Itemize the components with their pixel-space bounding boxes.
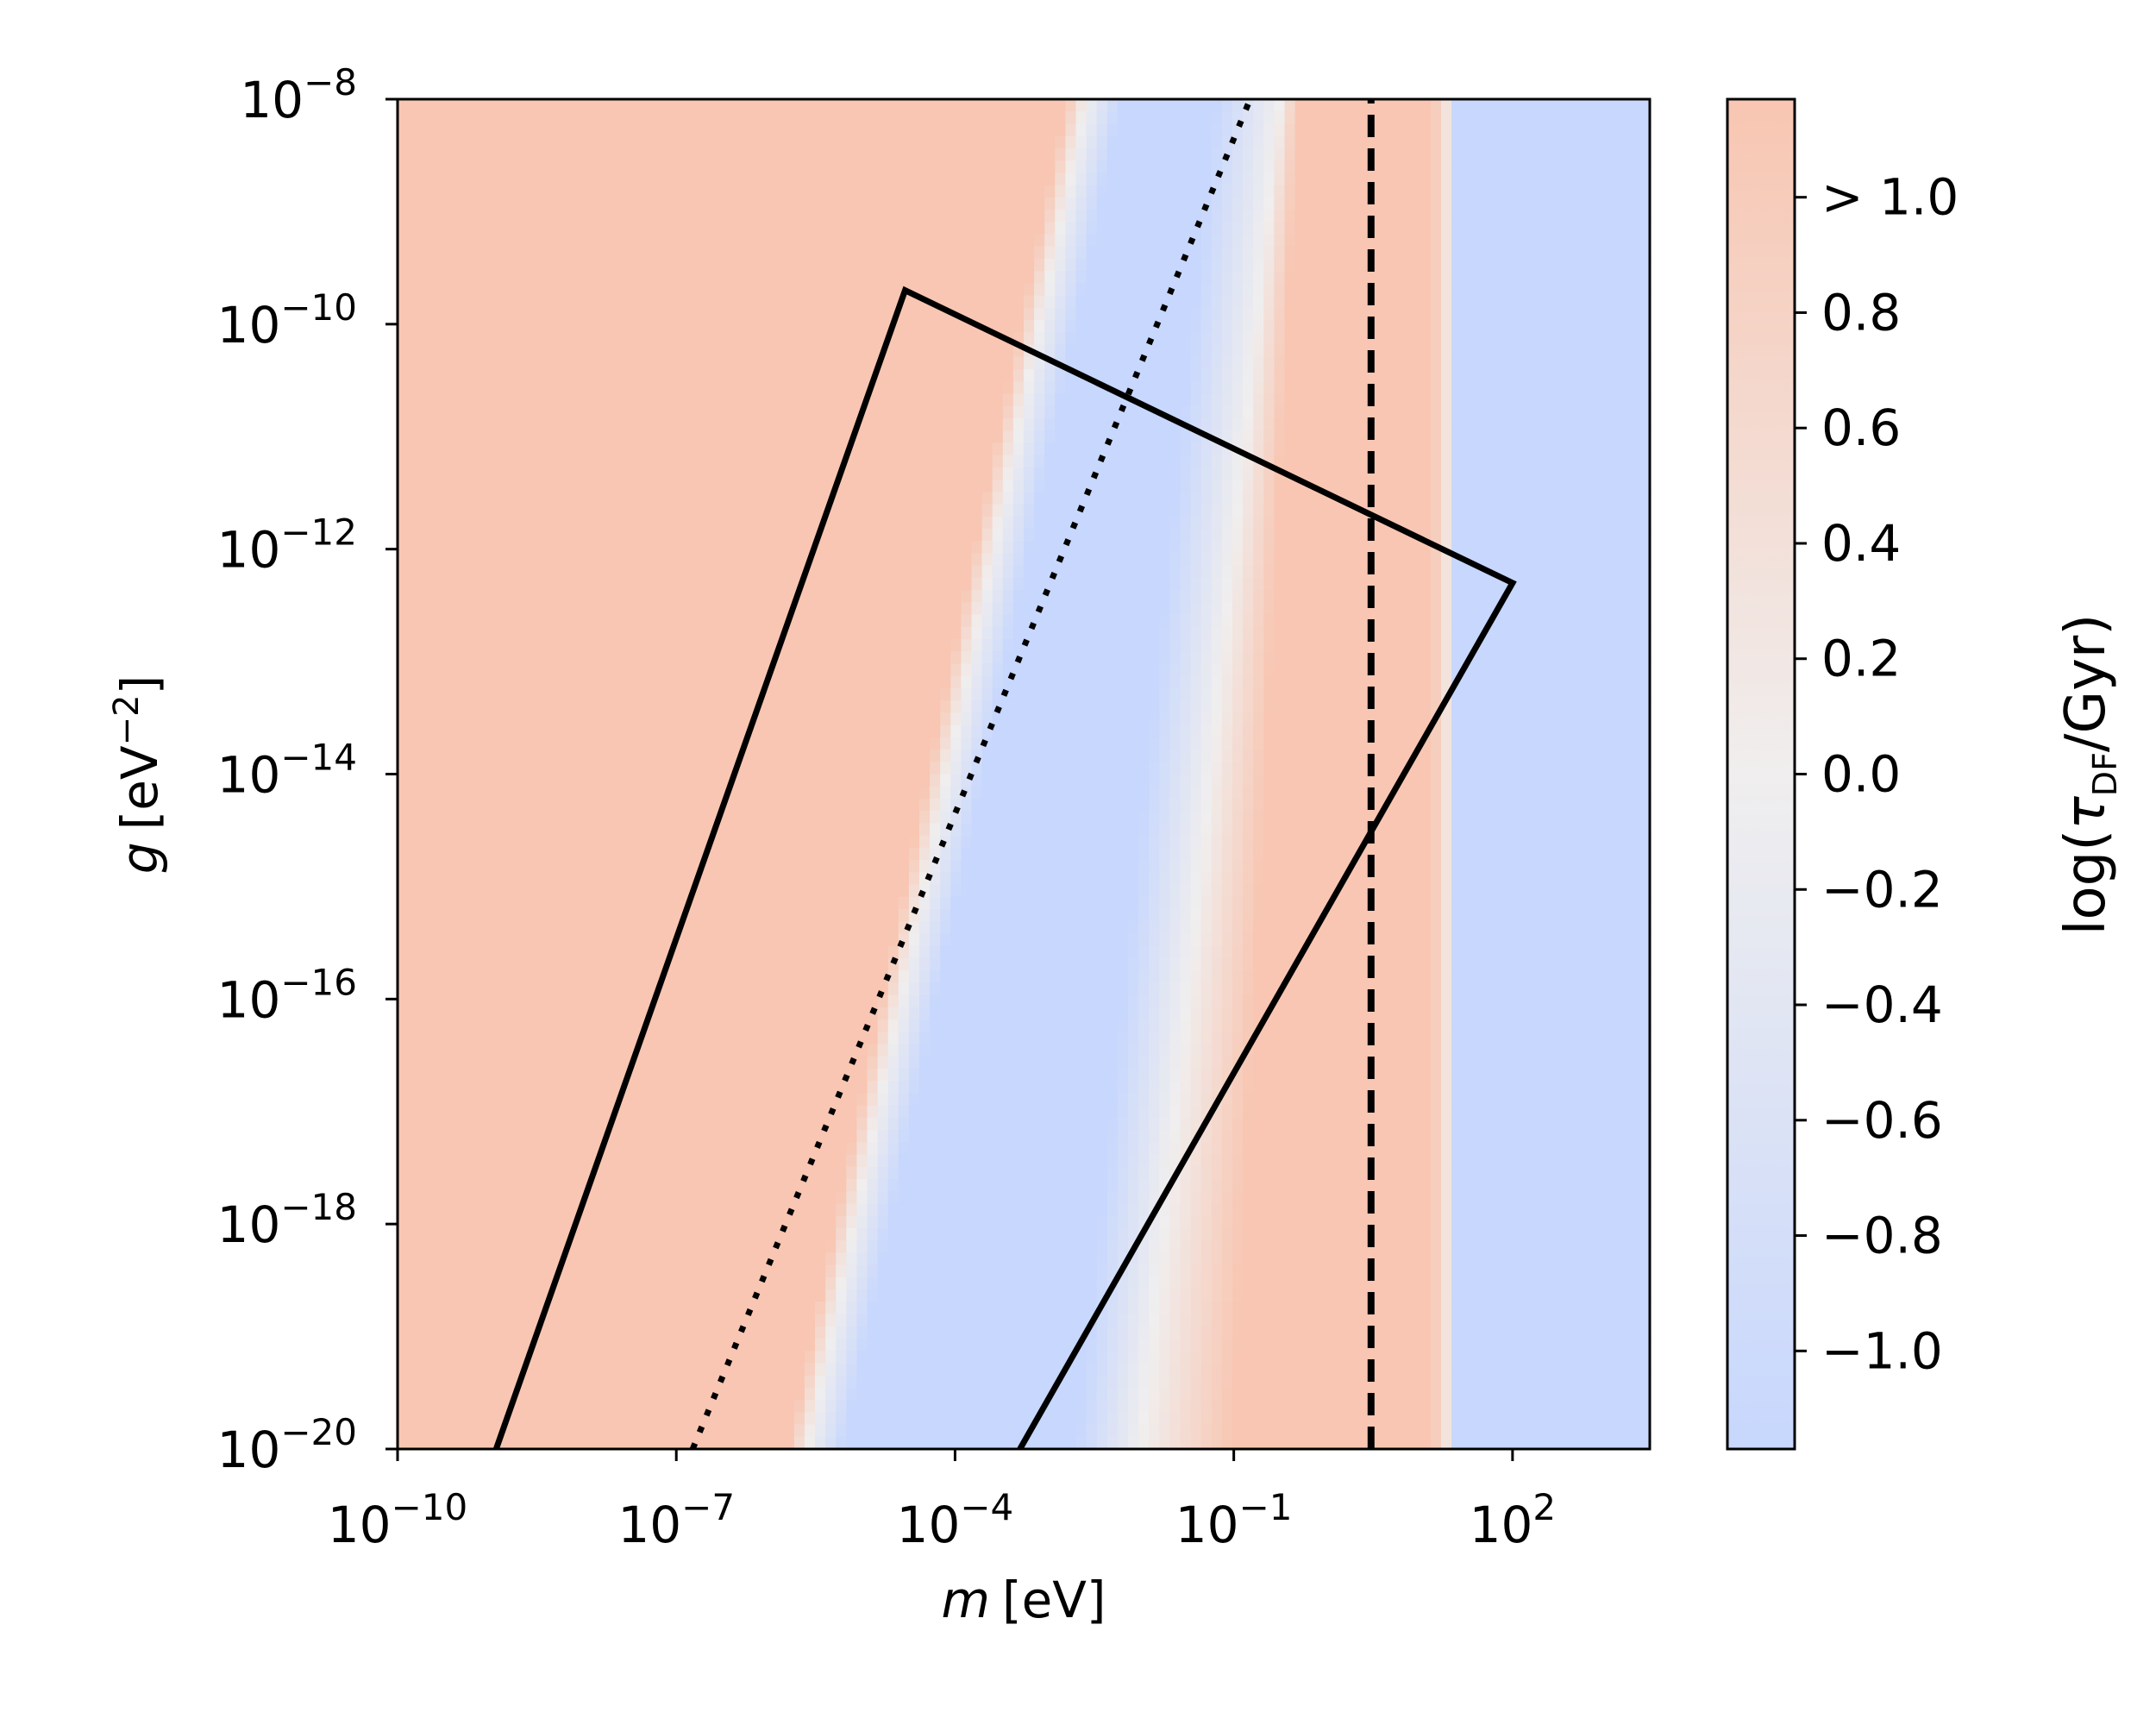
heatmap <box>398 99 1651 1450</box>
colorbar-tick-label: −0.4 <box>1821 975 1943 1034</box>
x-tick-label: 102 <box>1470 1486 1557 1554</box>
y-axis: 10−8 10−10 10−12 10−14 10−16 10−18 10−20 <box>217 61 398 1479</box>
y-tick-label: 10−10 <box>217 286 357 354</box>
colorbar-tick-label: −1.0 <box>1821 1321 1943 1380</box>
colorbar-tick-label: > 1.0 <box>1821 168 1959 227</box>
y-tick-label: 10−18 <box>217 1186 357 1254</box>
colorbar-tick-label: −0.6 <box>1821 1091 1943 1150</box>
y-tick-label: 10−16 <box>217 961 357 1029</box>
colorbar-label: log(τDF/Gyr) <box>2054 614 2124 936</box>
colorbar-tick-label: 0.2 <box>1821 630 1901 688</box>
y-tick-label: 10−14 <box>217 737 357 805</box>
colorbar-ticks: > 1.0 0.8 0.6 0.4 0.2 0.0 −0.2 −0.4 −0.6 −0.8 −1.0 <box>1795 168 1959 1381</box>
x-tick-label: 10−10 <box>328 1486 467 1554</box>
colorbar-tick-label: −0.2 <box>1821 860 1943 919</box>
colorbar <box>1727 99 1795 1449</box>
x-tick-label: 10−4 <box>897 1486 1014 1554</box>
x-tick-label: 10−1 <box>1175 1486 1293 1554</box>
colorbar-tick-label: −0.8 <box>1821 1207 1943 1265</box>
y-tick-label: 10−8 <box>240 61 357 129</box>
colorbar-tick-label: 0.0 <box>1821 745 1901 804</box>
colorbar-tick-label: 0.8 <box>1821 283 1901 342</box>
y-tick-label: 10−12 <box>217 511 357 580</box>
colorbar-tick-label: 0.4 <box>1821 514 1901 573</box>
x-tick-label: 10−7 <box>617 1486 735 1554</box>
x-axis: 10−10 10−7 10−4 10−1 102 <box>328 1449 1556 1554</box>
y-axis-label: g[eV−2] <box>107 675 169 874</box>
x-axis-label: m [eV] <box>941 1571 1106 1629</box>
colorbar-tick-label: 0.6 <box>1821 398 1901 457</box>
y-tick-label: 10−20 <box>217 1411 357 1479</box>
